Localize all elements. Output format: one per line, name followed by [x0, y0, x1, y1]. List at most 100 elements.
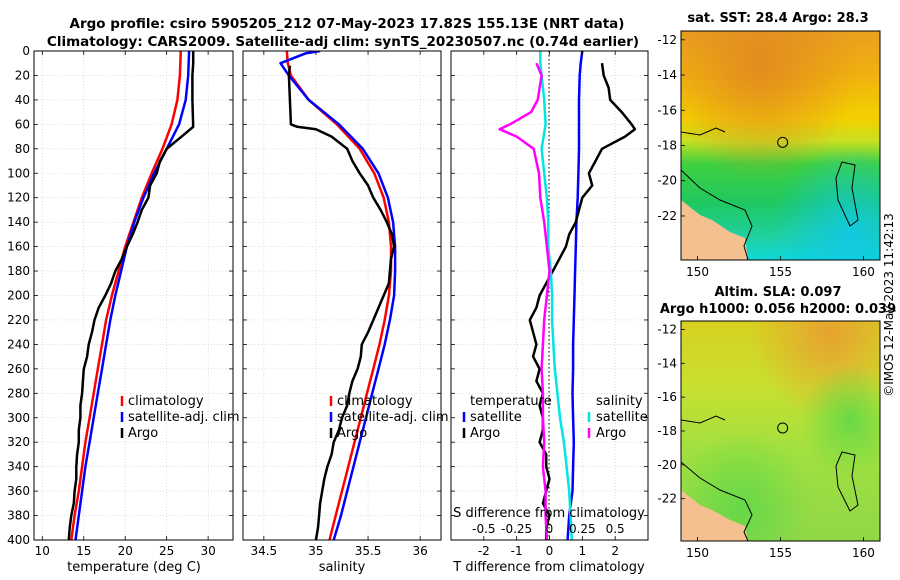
difference-ticks: -2 -1 0 1 2: [451, 50, 648, 558]
temperature-legend: climatology satellite-adj. clim Argo: [120, 394, 240, 441]
map-x-tick-label: 155: [769, 546, 792, 560]
y-tick-label: 340: [7, 460, 30, 474]
y-tick-label: 80: [15, 142, 30, 156]
y-tick-label: 220: [7, 313, 30, 327]
sst-map-field: [681, 31, 880, 260]
map-y-tick-label: -16: [657, 103, 677, 117]
map-y-tick-label: -20: [657, 458, 677, 472]
sla-reef-contour-2: [835, 451, 859, 512]
y-tick-label: 280: [7, 386, 30, 400]
legend-label-argo: Argo: [337, 426, 367, 441]
x-tick-label: 0: [546, 544, 554, 558]
sst-map-title: sat. SST: 28.4 Argo: 28.3: [687, 11, 868, 26]
series-line-satellite-adj-clim: [74, 51, 191, 540]
y-tick-label: 260: [7, 362, 30, 376]
figure-title-line1: Argo profile: csiro 5905205_212 07-May-2…: [70, 16, 625, 32]
t-difference-xlabel: T difference from climatology: [452, 560, 645, 575]
y-tick-label: 40: [15, 93, 30, 107]
temperature-xlabel: temperature (deg C): [67, 560, 201, 575]
map-y-tick-label: -16: [657, 390, 677, 404]
salinity-ticks: 34.5 35 35.5 36: [243, 50, 441, 558]
legend-label-s-satellite: satellite: [596, 410, 648, 425]
x-tick-label: 2: [611, 544, 619, 558]
temperature-panel: 0 20 40 60 80 100 120 140 160 180 200 220 240 260 280 3…: [7, 44, 240, 575]
s-tick-label: 0: [546, 522, 554, 536]
y-tick-label: 100: [7, 166, 30, 180]
salinity-legend: climatology satellite-adj. clim Argo: [329, 394, 449, 441]
sst-reef-contour-2: [835, 161, 859, 227]
map-y-tick-label: -14: [657, 68, 677, 82]
legend-label-argo: Argo: [128, 426, 158, 441]
s-difference-label: S difference from climatology: [453, 506, 645, 521]
x-tick-label: 20: [118, 544, 133, 558]
map-x-tick-label: 155: [769, 265, 792, 279]
map-x-tick-label: 150: [686, 265, 709, 279]
x-tick-label: 1: [579, 544, 587, 558]
s-tick-label: -0.25: [501, 522, 532, 536]
sla-coastline: [681, 461, 753, 541]
y-tick-label: 240: [7, 337, 30, 351]
difference-legend-temperature: temperature satellite Argo: [462, 394, 552, 441]
salinity-grid: [243, 50, 441, 541]
map-y-tick-label: -12: [657, 322, 677, 336]
legend-title-salinity: salinity: [596, 394, 643, 409]
imos-timestamp: ©IMOS 12-May-2023 11:42:13: [882, 213, 896, 397]
x-tick-label: 15: [76, 544, 91, 558]
sst-map-ticks: 150 155 160 -12 -14 -16 -18 -20 -22: [657, 33, 874, 279]
y-tick-label: 200: [7, 289, 30, 303]
series-line-s-satellite: [539, 51, 574, 540]
difference-legend-salinity: salinity satellite Argo: [587, 394, 648, 441]
map-y-tick-label: -14: [657, 356, 677, 370]
map-y-tick-label: -22: [657, 209, 677, 223]
salinity-panel: 34.5 35 35.5 36 salinity climatology satell…: [242, 50, 449, 575]
legend-label-climatology: climatology: [337, 394, 413, 409]
map-y-tick-label: -18: [657, 139, 677, 153]
temperature-lines: [67, 51, 195, 540]
map-x-tick-label: 150: [686, 546, 709, 560]
temperature-ticks: 0 20 40 60 80 100 120 140 160 180 200 220 240 260 280 3…: [7, 44, 233, 558]
sst-land-australia: [681, 200, 748, 260]
y-tick-label: 60: [15, 117, 30, 131]
series-line-t-satellite: [566, 51, 584, 540]
x-tick-label: -2: [478, 544, 490, 558]
legend-label-satellite: satellite-adj. clim: [128, 410, 240, 425]
legend-label-t-argo: Argo: [470, 426, 500, 441]
legend-label-s-argo: Argo: [596, 426, 626, 441]
x-tick-label: 36: [413, 544, 428, 558]
legend-label-satellite: satellite-adj. clim: [337, 410, 449, 425]
y-tick-label: 0: [22, 44, 30, 58]
sst-coastline: [681, 169, 753, 260]
x-tick-label: 10: [35, 544, 50, 558]
map-y-tick-label: -20: [657, 174, 677, 188]
sst-float-marker: [777, 136, 789, 148]
y-tick-label: 380: [7, 509, 30, 523]
map-y-tick-label: -12: [657, 33, 677, 47]
temperature-grid: [34, 50, 233, 541]
series-line-satellite-adj-clim: [279, 51, 397, 540]
series-line-s-argo: [498, 62, 551, 540]
y-tick-label: 400: [7, 533, 30, 547]
sla-land-australia: [681, 490, 748, 541]
difference-lines: [498, 51, 637, 540]
figure-title-line2: Climatology: CARS2009. Satellite-adj cli…: [47, 34, 639, 50]
s-tick-label: -0.5: [472, 522, 495, 536]
x-tick-label: 30: [200, 544, 215, 558]
map-x-tick-label: 160: [852, 265, 875, 279]
sla-map-ticks: 150 155 160 -12 -14 -16 -18 -20 -22: [657, 322, 874, 560]
y-tick-label: 140: [7, 215, 30, 229]
series-line-argo: [287, 65, 396, 540]
sla-low-patch-2: [681, 321, 880, 541]
legend-title-temperature: temperature: [470, 394, 552, 409]
x-tick-label: -1: [511, 544, 523, 558]
sst-map: sat. SST: 28.4 Argo: 28.3 150 155 160 -12 -1…: [657, 11, 881, 279]
x-tick-label: 34.5: [250, 544, 277, 558]
map-y-tick-label: -18: [657, 424, 677, 438]
s-difference-ticks: -0.5 -0.25 0 0.25 0.5: [472, 522, 625, 536]
s-tick-label: 0.5: [606, 522, 625, 536]
sla-reef-contour-1: [681, 415, 726, 424]
y-tick-label: 120: [7, 191, 30, 205]
legend-label-t-satellite: satellite: [470, 410, 522, 425]
y-tick-label: 20: [15, 68, 30, 82]
y-tick-label: 320: [7, 435, 30, 449]
